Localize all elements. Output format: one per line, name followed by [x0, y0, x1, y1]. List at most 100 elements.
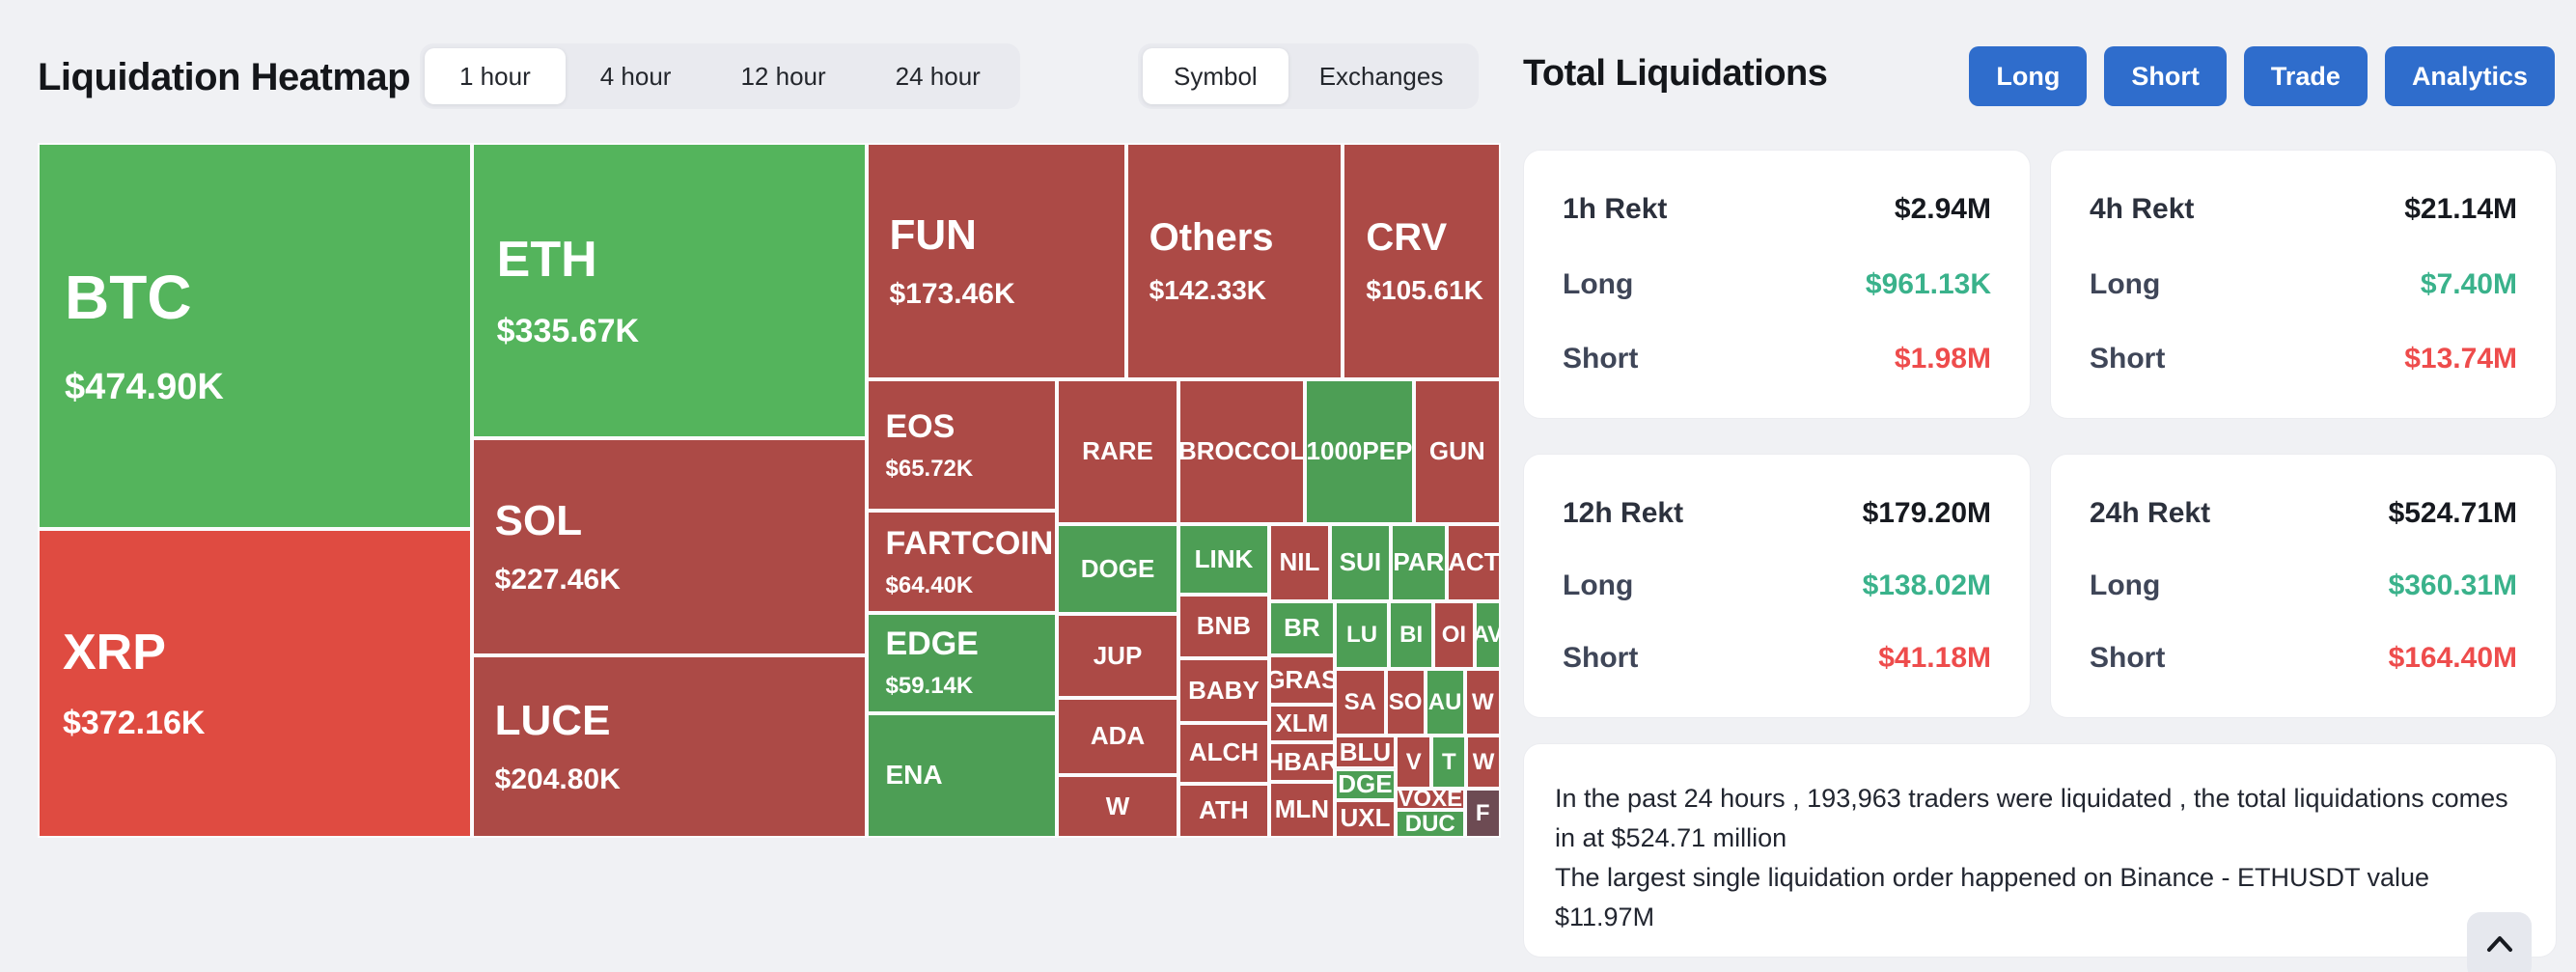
treemap-cell-xlm[interactable]: XLM	[1268, 705, 1335, 743]
treemap-cell-par[interactable]: PAR	[1390, 523, 1447, 601]
cell-symbol: RARE	[1082, 436, 1153, 465]
cell-symbol: DOGE	[1080, 553, 1155, 583]
cell-symbol: EOS	[885, 407, 956, 445]
treemap-cell-edge[interactable]: EDGE $59.14K	[866, 612, 1058, 713]
treemap-cell-fun[interactable]: FUN $173.46K	[866, 143, 1126, 380]
treemap-cell-btc[interactable]: BTC $474.90K	[38, 143, 472, 530]
treemap-cell-rare[interactable]: RARE	[1057, 379, 1178, 524]
cell-value: $59.14K	[885, 673, 974, 700]
long-label: Long	[2090, 267, 2161, 300]
treemap-cell-t[interactable]: T	[1431, 736, 1467, 789]
treemap-cell-dge[interactable]: DGE	[1334, 768, 1396, 800]
card-row-total: 24h Rekt $524.71M	[2090, 497, 2517, 530]
rekt-card-24h: 24h Rekt $524.71M Long $360.31M Short $164.40…	[2050, 454, 2557, 718]
treemap-cell-oi[interactable]: OI	[1433, 600, 1475, 669]
treemap-cell-duc[interactable]: DUC	[1395, 810, 1465, 838]
cell-value: $372.16K	[63, 705, 206, 742]
cell-symbol: OI	[1441, 621, 1467, 648]
treemap-cell-f[interactable]: F	[1464, 788, 1501, 838]
total-label: 4h Rekt	[2090, 193, 2195, 225]
treemap-cell-gras[interactable]: GRAS	[1268, 655, 1335, 706]
cell-symbol: DGE	[1338, 768, 1393, 798]
cell-symbol: ATH	[1199, 794, 1249, 824]
treemap-cell-uxl[interactable]: UXL	[1334, 799, 1396, 838]
treemap-cell-ath[interactable]: ATH	[1178, 783, 1269, 838]
long-label: Long	[2090, 569, 2161, 601]
trade-button[interactable]: Trade	[2243, 46, 2368, 106]
scroll-top-button[interactable]	[2467, 912, 2532, 972]
treemap-cell-br[interactable]: BR	[1268, 600, 1335, 656]
cell-symbol: SA	[1343, 688, 1376, 715]
short-value: $164.40M	[2388, 642, 2517, 674]
time-tab-4-hour[interactable]: 4 hour	[599, 61, 672, 91]
time-tab-12-hour[interactable]: 12 hour	[740, 61, 826, 91]
treemap-cell-hbar[interactable]: HBAR	[1268, 742, 1335, 783]
action-buttons: Long Short Trade Analytics	[1969, 46, 2555, 106]
cell-symbol: W	[1471, 688, 1494, 715]
treemap-cell-lu[interactable]: LU	[1334, 600, 1390, 669]
treemap-cell-bi[interactable]: BI	[1389, 600, 1434, 669]
treemap-cell-others[interactable]: Others $142.33K	[1125, 143, 1343, 380]
cell-symbol: SUI	[1339, 546, 1382, 576]
short-label: Short	[2090, 642, 2166, 674]
treemap-cell-link[interactable]: LINK	[1178, 523, 1269, 596]
cell-symbol: UXL	[1340, 803, 1391, 833]
cell-symbol: W	[1472, 748, 1495, 775]
treemap-cell-jup[interactable]: JUP	[1057, 614, 1178, 699]
view-tab-exchanges[interactable]: Exchanges	[1318, 61, 1444, 91]
cell-symbol: SO	[1388, 688, 1423, 715]
treemap-cell-bnb[interactable]: BNB	[1178, 595, 1269, 659]
treemap-cell-ada[interactable]: ADA	[1057, 698, 1178, 776]
treemap-cell-w[interactable]: W	[1464, 668, 1501, 736]
treemap-cell-w[interactable]: W	[1466, 736, 1501, 789]
summary-line-1: In the past 24 hours , 193,963 traders w…	[1555, 784, 2508, 852]
cell-value: $204.80K	[494, 763, 621, 795]
analytics-button[interactable]: Analytics	[2384, 46, 2555, 106]
cell-symbol: GUN	[1428, 436, 1485, 465]
treemap-cell-luce[interactable]: LUCE $204.80K	[471, 655, 867, 838]
treemap-cell-av[interactable]: AV	[1474, 600, 1501, 669]
treemap-cell-so[interactable]: SO	[1385, 668, 1426, 736]
treemap-cell-doge[interactable]: DOGE	[1057, 523, 1178, 615]
short-label: Short	[1563, 343, 1639, 375]
treemap-cell-fartcoin[interactable]: FARTCOIN $64.40K	[866, 511, 1058, 613]
cell-symbol: MLN	[1274, 794, 1330, 824]
treemap-cell-alch[interactable]: ALCH	[1178, 722, 1269, 784]
treemap-cell-crv[interactable]: CRV $105.61K	[1343, 143, 1501, 380]
view-tab-symbol[interactable]: Symbol	[1143, 48, 1288, 104]
time-tab-1-hour[interactable]: 1 hour	[425, 48, 566, 104]
treemap-cell-w[interactable]: W	[1057, 775, 1178, 838]
treemap-cell-baby[interactable]: BABY	[1178, 658, 1269, 723]
treemap-cell-v[interactable]: V	[1395, 736, 1432, 789]
cell-symbol: DUC	[1404, 810, 1455, 837]
treemap-cell-eth[interactable]: ETH $335.67K	[471, 143, 867, 439]
treemap-cell-1000pep[interactable]: 1000PEP	[1305, 379, 1414, 524]
treemap-cell-mln[interactable]: MLN	[1268, 782, 1335, 838]
rekt-card-12h: 12h Rekt $179.20M Long $138.02M Short $41.18M	[1523, 454, 2031, 718]
treemap-cell-voxe[interactable]: VOXE	[1395, 788, 1465, 811]
total-value: $21.14M	[2404, 193, 2517, 225]
cell-symbol: XLM	[1275, 708, 1329, 737]
cell-symbol: LINK	[1194, 543, 1254, 573]
time-tab-24-hour[interactable]: 24 hour	[895, 61, 981, 91]
long-button[interactable]: Long	[1969, 46, 2088, 106]
short-button[interactable]: Short	[2104, 46, 2227, 106]
cell-value: $474.90K	[65, 366, 224, 407]
treemap-cell-nil[interactable]: NIL	[1268, 523, 1330, 601]
cell-symbol: ALCH	[1188, 737, 1260, 767]
treemap-cell-broccol[interactable]: BROCCOL	[1178, 379, 1306, 524]
treemap-cell-sui[interactable]: SUI	[1329, 523, 1391, 601]
cell-symbol: GRAS	[1268, 664, 1335, 694]
treemap-cell-blu[interactable]: BLU	[1334, 736, 1396, 769]
cell-value: $335.67K	[496, 312, 640, 349]
treemap-cell-sol[interactable]: SOL $227.46K	[471, 438, 867, 656]
treemap-cell-au[interactable]: AU	[1425, 668, 1465, 736]
treemap-cell-ena[interactable]: ENA	[866, 712, 1058, 838]
treemap-cell-gun[interactable]: GUN	[1413, 379, 1501, 524]
treemap-cell-eos[interactable]: EOS $65.72K	[866, 379, 1058, 512]
cell-symbol: V	[1405, 748, 1422, 775]
cell-symbol: T	[1441, 748, 1456, 775]
treemap-cell-act[interactable]: ACT	[1446, 523, 1501, 601]
treemap-cell-sa[interactable]: SA	[1334, 668, 1386, 736]
treemap-cell-xrp[interactable]: XRP $372.16K	[38, 529, 472, 838]
